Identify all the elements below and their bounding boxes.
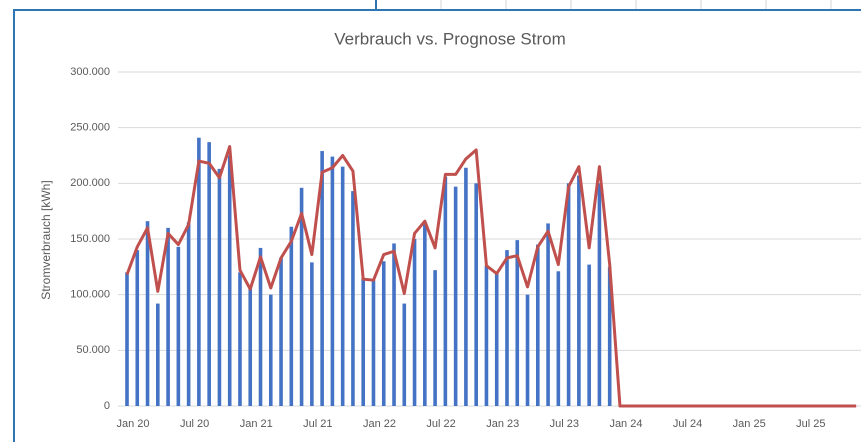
y-tick-label: 100.000 (70, 289, 110, 301)
y-tick-label: 250.000 (70, 122, 110, 134)
bar (505, 250, 509, 406)
bar (340, 166, 345, 406)
bar (423, 222, 427, 406)
y-tick-label: 150.000 (70, 233, 110, 245)
bar (381, 261, 386, 406)
bar (577, 175, 581, 406)
bar (166, 227, 170, 406)
bar (238, 272, 242, 406)
bar (217, 168, 222, 406)
bar (587, 264, 591, 406)
y-tick-label: 0 (104, 400, 110, 412)
bar (484, 265, 489, 406)
x-tick-label: Jul 25 (796, 418, 825, 430)
bar (186, 222, 191, 406)
y-axis-title: Stromverbrauch [kWh] (39, 180, 53, 299)
bar (258, 247, 263, 406)
bar (156, 303, 160, 406)
bar (330, 156, 335, 406)
bar (546, 223, 550, 406)
bar (227, 155, 232, 406)
sheet-lines (440, 0, 832, 10)
bar (371, 280, 376, 406)
x-tick-label: Jul 21 (303, 418, 332, 430)
bar (361, 277, 366, 406)
bar (494, 272, 499, 406)
bar (351, 191, 355, 406)
x-tick-label: Jul 23 (550, 418, 579, 430)
bar (197, 137, 201, 407)
bar (607, 266, 612, 406)
y-tick-label: 50.000 (76, 344, 110, 356)
bar (597, 183, 602, 406)
bar (145, 221, 150, 406)
x-tick-label: Jan 23 (486, 418, 519, 430)
bar (474, 183, 478, 406)
bar (566, 183, 571, 406)
bar (433, 270, 437, 406)
bar (125, 272, 129, 406)
x-tick-label: Jan 22 (363, 418, 396, 430)
bar (392, 243, 396, 406)
bar (412, 239, 417, 406)
bar (289, 226, 294, 406)
y-tick-label: 200.000 (70, 177, 110, 189)
bar (464, 167, 468, 406)
x-tick-label: Jan 21 (240, 418, 273, 430)
bar (453, 186, 458, 406)
bar (536, 244, 540, 406)
bar (443, 176, 448, 406)
bar (299, 187, 304, 406)
bar (268, 294, 273, 406)
chart-title: Verbrauch vs. Prognose Strom (334, 29, 566, 48)
x-tick-label: Jan 24 (609, 418, 642, 430)
bar (135, 250, 140, 406)
bar (320, 151, 324, 406)
x-tick-label: Jul 24 (673, 418, 702, 430)
line (125, 145, 857, 408)
bar (207, 142, 211, 406)
y-tick-label: 300.000 (70, 66, 110, 78)
bar (515, 240, 520, 406)
bar (310, 262, 314, 406)
bar (176, 246, 181, 406)
bar (402, 303, 407, 406)
bar (248, 285, 253, 406)
bar (525, 294, 530, 406)
x-tick-label: Jan 20 (116, 418, 149, 430)
bar (279, 257, 283, 406)
x-tick-label: Jul 22 (426, 418, 455, 430)
bar (556, 271, 561, 406)
x-tick-label: Jan 25 (733, 418, 766, 430)
x-tick-label: Jul 20 (180, 418, 209, 430)
